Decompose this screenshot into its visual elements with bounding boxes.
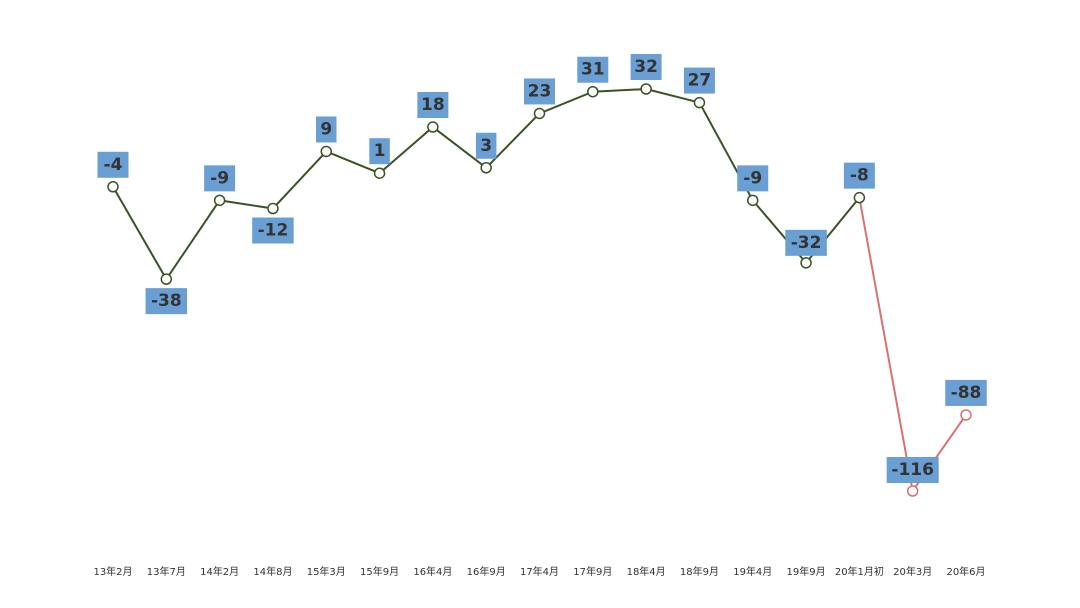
- point: [373, 167, 386, 179]
- x-tick-label: 16年4月: [413, 565, 452, 578]
- x-tick-label: 14年2月: [200, 565, 239, 578]
- label-box: [316, 116, 337, 143]
- x-tick-label: 18年4月: [627, 565, 666, 578]
- x-tick-label: 15年9月: [360, 565, 399, 578]
- point: [213, 194, 226, 207]
- point: [800, 257, 812, 269]
- data-label: 27: [688, 71, 712, 91]
- label-box: [369, 138, 390, 165]
- data-label: 1: [374, 141, 386, 161]
- point: [480, 162, 492, 174]
- x-tick-label: 19年9月: [787, 565, 826, 578]
- x-tick-label: 15年3月: [307, 565, 346, 578]
- label-box: [577, 56, 609, 83]
- point: [853, 191, 866, 204]
- point: [320, 145, 332, 158]
- point: [107, 181, 119, 193]
- x-tick-label: 18年9月: [680, 565, 719, 578]
- label-box: [252, 217, 294, 244]
- data-label: -32: [791, 233, 822, 253]
- point: [160, 273, 173, 285]
- x-tick-label: 20年3月: [893, 565, 932, 578]
- point: [267, 202, 279, 215]
- x-tick-label: 17年4月: [520, 565, 559, 578]
- x-tick-label: 19年4月: [733, 565, 772, 578]
- data-label: -8: [850, 166, 869, 186]
- data-label: -4: [104, 155, 123, 175]
- label-box: [204, 165, 236, 192]
- point: [906, 485, 919, 497]
- data-label: -116: [891, 460, 934, 480]
- label-box: [945, 379, 987, 406]
- point: [533, 107, 546, 120]
- label-box: [886, 457, 939, 483]
- data-label: 9: [320, 119, 332, 139]
- data-label: 3: [480, 136, 492, 156]
- series-line: [858, 197, 967, 494]
- label-box: [630, 54, 662, 80]
- x-tick-label: 13年7月: [147, 565, 186, 578]
- data-label: 23: [528, 81, 552, 101]
- label-box: [843, 162, 875, 189]
- label-box: [417, 92, 449, 119]
- point: [693, 96, 706, 109]
- label-box: [683, 67, 715, 94]
- data-label: -38: [151, 291, 182, 311]
- point: [747, 194, 759, 207]
- x-tick-label: 20年1月初: [835, 565, 884, 578]
- label-box: [524, 78, 555, 105]
- data-label: -9: [210, 168, 229, 188]
- label-box: [145, 288, 188, 315]
- x-tick-label: 14年8月: [253, 565, 292, 578]
- point: [640, 83, 652, 95]
- data-label: 31: [581, 60, 605, 80]
- point: [427, 121, 439, 133]
- data-label: -9: [743, 168, 762, 188]
- point: [960, 409, 972, 421]
- label-box: [785, 229, 827, 256]
- label-box: [97, 151, 129, 178]
- x-tick-label: 16年9月: [467, 565, 506, 578]
- data-label: -12: [258, 221, 289, 241]
- point: [587, 85, 599, 98]
- x-tick-label: 17年9月: [573, 565, 612, 578]
- data-label: 32: [634, 57, 658, 77]
- x-tick-label: 13年2月: [93, 565, 132, 578]
- label-box: [475, 132, 497, 159]
- x-tick-label: 20年6月: [946, 565, 985, 578]
- data-label: -88: [951, 383, 982, 403]
- label-box: [737, 165, 769, 192]
- data-label: 18: [421, 95, 445, 115]
